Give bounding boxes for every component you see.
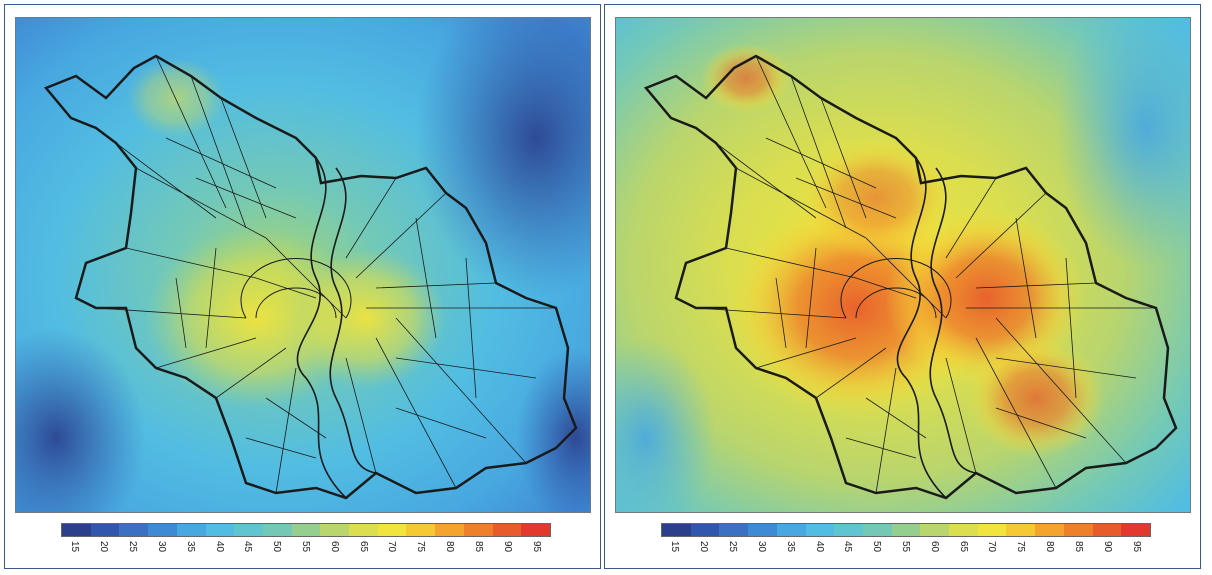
right-colorbar-label: 60	[928, 541, 940, 553]
right-heatmap	[616, 18, 1190, 512]
right-map	[615, 17, 1191, 513]
right-colorbar-label: 25	[727, 541, 739, 553]
left-colorbar-swatch	[320, 524, 350, 536]
right-colorbar-label: 90	[1101, 541, 1113, 553]
right-colorbar-swatch	[1006, 524, 1036, 536]
left-colorbar-swatch	[463, 524, 493, 536]
left-colorbar-label: 95	[530, 541, 542, 553]
left-colorbar	[61, 523, 551, 537]
right-colorbar-label: 95	[1130, 541, 1142, 553]
right-colorbar-label: 70	[986, 541, 998, 553]
right-colorbar-swatch	[977, 524, 1007, 536]
left-colorbar-label: 70	[386, 541, 398, 553]
right-colorbar-label: 75	[1015, 541, 1027, 553]
right-colorbar-swatch	[748, 524, 777, 536]
right-colorbar-swatch	[662, 524, 691, 536]
right-colorbar-label: 65	[957, 541, 969, 553]
left-colorbar-label: 40	[213, 541, 225, 553]
right-colorbar-swatch	[1121, 524, 1150, 536]
left-colorbar-label: 75	[415, 541, 427, 553]
left-colorbar-swatch	[62, 524, 91, 536]
left-map	[15, 17, 591, 513]
right-legend: 15 20 25 30 35 40 45 50 55 60 65 70 75 80 85 90 95	[661, 523, 1151, 567]
left-colorbar-label: 30	[155, 541, 167, 553]
right-colorbar-labels: 15 20 25 30 35 40 45 50 55 60 65 70 75 80 85 90 95	[661, 537, 1151, 567]
left-colorbar-label: 50	[271, 541, 283, 553]
left-colorbar-swatch	[291, 524, 321, 536]
right-colorbar-swatch	[776, 524, 806, 536]
left-colorbar-swatch	[492, 524, 522, 536]
left-colorbar-swatch	[234, 524, 263, 536]
left-colorbar-swatch	[377, 524, 407, 536]
left-colorbar-swatch	[90, 524, 120, 536]
left-colorbar-label: 55	[300, 541, 311, 553]
left-legend: 15 20 25 30 35 40 45 50 55 60 65 70 75 80 85 90 95	[61, 523, 551, 567]
left-heatmap	[16, 18, 590, 512]
left-colorbar-swatch	[406, 524, 436, 536]
right-colorbar-label: 35	[784, 541, 796, 553]
left-colorbar-swatch	[521, 524, 550, 536]
right-colorbar-swatch	[1063, 524, 1093, 536]
left-colorbar-label: 60	[328, 541, 340, 553]
right-colorbar-swatch	[862, 524, 892, 536]
right-colorbar-label: 80	[1044, 541, 1056, 553]
left-colorbar-label: 80	[444, 541, 456, 553]
right-colorbar-swatch	[719, 524, 749, 536]
right-colorbar-label: 30	[755, 541, 767, 553]
right-colorbar-swatch	[834, 524, 863, 536]
right-colorbar-swatch	[949, 524, 978, 536]
left-colorbar-labels: 15 20 25 30 35 40 45 50 55 60 65 70 75 80 85 90 95	[61, 537, 551, 567]
left-colorbar-label: 85	[472, 541, 484, 553]
right-colorbar-swatch	[1035, 524, 1064, 536]
right-map-panel: 15 20 25 30 35 40 45 50 55 60 65 70 75 80 85 90 95	[604, 4, 1201, 569]
left-colorbar-swatch	[262, 524, 292, 536]
right-colorbar	[661, 523, 1151, 537]
right-colorbar-label: 85	[1072, 541, 1084, 553]
right-colorbar-label: 45	[842, 541, 854, 553]
right-colorbar-swatch	[690, 524, 720, 536]
left-colorbar-swatch	[176, 524, 206, 536]
left-colorbar-label: 25	[127, 541, 139, 553]
left-colorbar-label: 35	[184, 541, 196, 553]
left-map-panel: 15 20 25 30 35 40 45 50 55 60 65 70 75 80 85 90 95	[4, 4, 601, 569]
right-colorbar-swatch	[920, 524, 950, 536]
left-colorbar-label: 45	[242, 541, 254, 553]
left-colorbar-label: 20	[98, 541, 110, 553]
right-colorbar-swatch	[1092, 524, 1122, 536]
right-colorbar-label: 55	[900, 541, 911, 553]
right-colorbar-swatch	[891, 524, 921, 536]
right-colorbar-label: 15	[669, 541, 681, 553]
left-colorbar-label: 65	[357, 541, 369, 553]
right-colorbar-label: 20	[698, 541, 710, 553]
left-colorbar-swatch	[148, 524, 177, 536]
left-colorbar-label: 15	[69, 541, 81, 553]
left-colorbar-swatch	[205, 524, 235, 536]
left-colorbar-swatch	[119, 524, 149, 536]
right-colorbar-label: 50	[871, 541, 883, 553]
left-colorbar-swatch	[349, 524, 378, 536]
left-colorbar-swatch	[435, 524, 464, 536]
left-colorbar-label: 90	[501, 541, 513, 553]
right-colorbar-label: 40	[813, 541, 825, 553]
right-colorbar-swatch	[805, 524, 835, 536]
